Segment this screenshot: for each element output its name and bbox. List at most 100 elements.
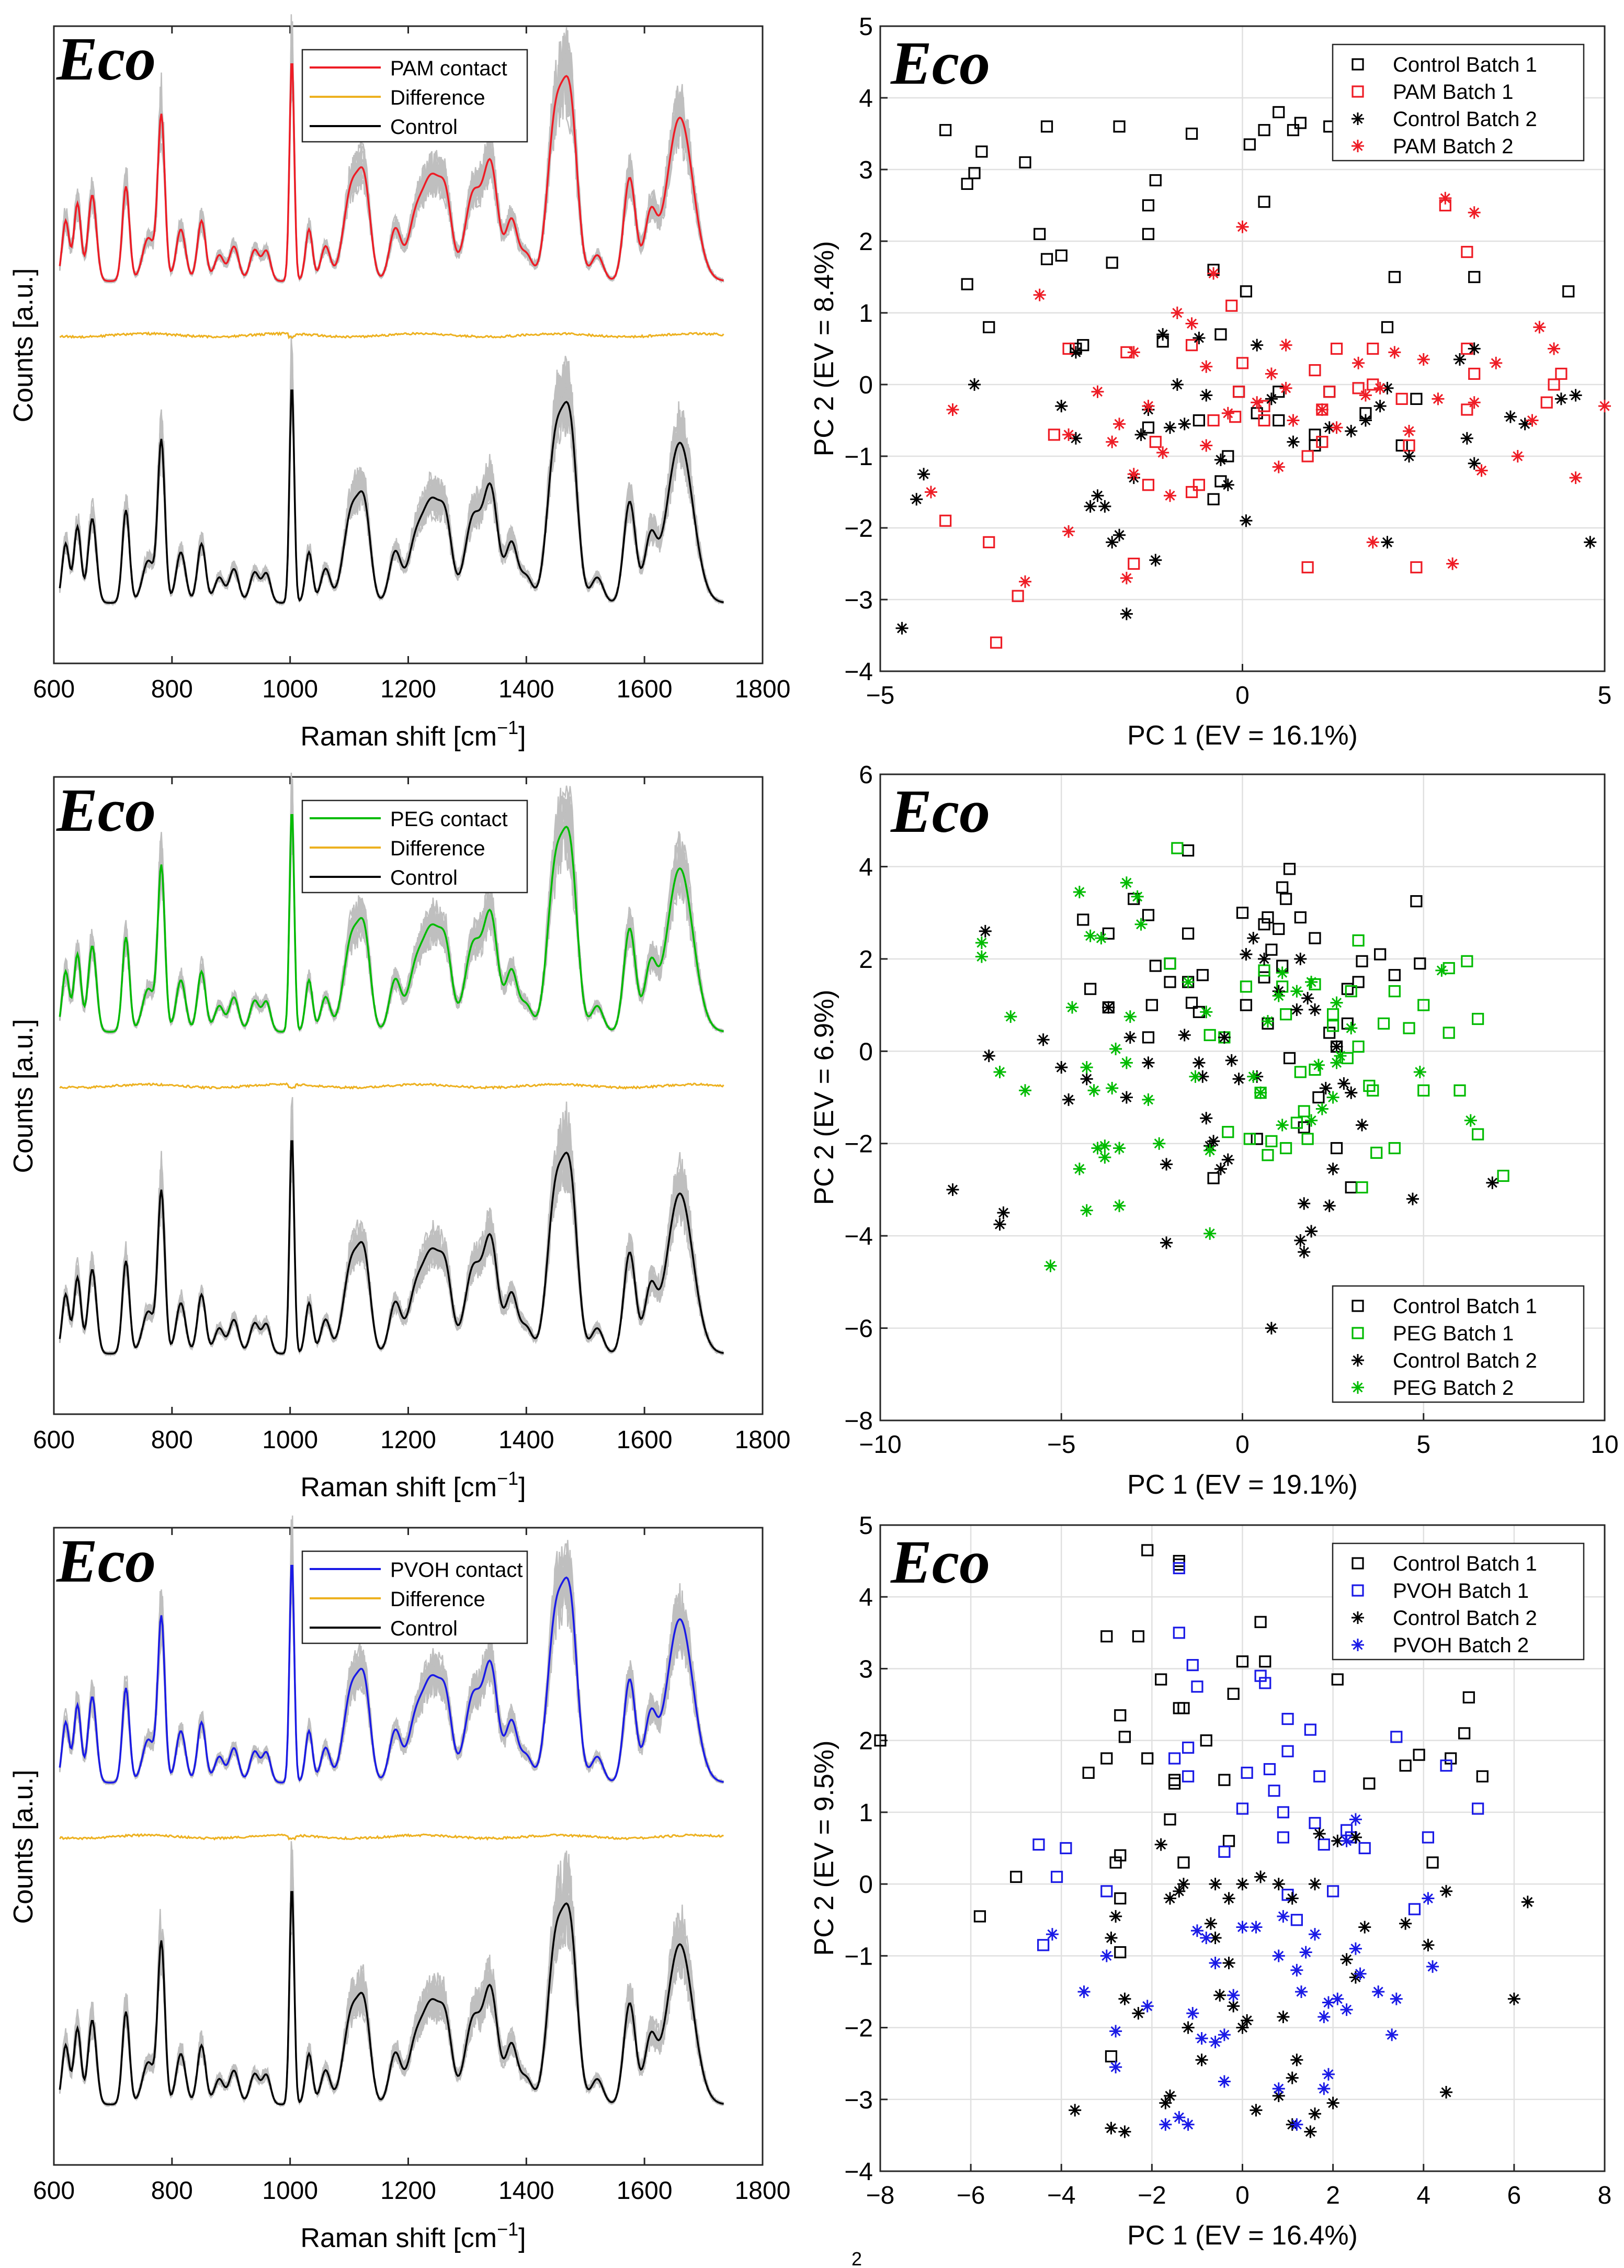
- x-tick-label: 0: [1235, 2182, 1250, 2209]
- data-point-square: [1262, 1149, 1274, 1161]
- data-point-square: [1374, 948, 1387, 961]
- x-tick-label: 5: [1598, 682, 1612, 709]
- data-point-square: [1168, 1752, 1181, 1765]
- data-point-square: [1327, 1885, 1339, 1898]
- data-point-asterisk: [1326, 1091, 1339, 1104]
- data-point-asterisk: [1352, 1611, 1364, 1624]
- data-point-asterisk: [1349, 1813, 1362, 1826]
- y-tick-label: 2: [859, 1728, 873, 1755]
- data-point-asterisk: [1406, 1192, 1419, 1205]
- data-point-square: [1113, 120, 1126, 133]
- data-point-square: [1352, 1040, 1365, 1053]
- data-point-asterisk: [1236, 1878, 1249, 1891]
- data-point-square: [1207, 1172, 1220, 1184]
- data-point-asterisk: [1164, 421, 1176, 434]
- data-point-square: [1277, 1806, 1290, 1819]
- data-point-asterisk: [1272, 1949, 1285, 1962]
- data-point-square: [939, 514, 952, 527]
- data-point-square: [1236, 907, 1249, 919]
- data-point-asterisk: [1352, 1354, 1364, 1367]
- data-point-asterisk: [1073, 885, 1086, 898]
- data-point-square: [1290, 1116, 1303, 1129]
- data-point-square: [1461, 955, 1473, 967]
- y-axis-label: PC 2 (EV = 9.5%): [809, 1741, 839, 1956]
- data-point-asterisk: [1526, 414, 1539, 427]
- data-point-asterisk: [1142, 1056, 1155, 1069]
- data-point-asterisk: [1290, 2118, 1303, 2131]
- data-point-asterisk: [1330, 996, 1343, 1009]
- data-point-asterisk: [1066, 1001, 1079, 1014]
- data-point-square: [939, 124, 952, 137]
- data-point-square: [1356, 1181, 1368, 1194]
- data-point-asterisk: [1221, 1153, 1234, 1166]
- data-point-asterisk: [1236, 1921, 1249, 1934]
- data-point-asterisk: [1309, 1878, 1321, 1891]
- data-point-square: [1243, 138, 1256, 151]
- data-point-asterisk: [1381, 536, 1394, 549]
- legend-label: Control Batch 1: [1393, 1295, 1537, 1318]
- data-point-asterisk: [1189, 1070, 1202, 1083]
- legend-label: PVOH contact: [390, 1559, 523, 1582]
- data-point-asterisk: [1318, 2010, 1331, 2023]
- legend-marker-square: [1352, 1300, 1364, 1312]
- data-point-asterisk: [1019, 1084, 1031, 1097]
- data-point-square: [1168, 1777, 1181, 1790]
- data-point-asterisk: [1440, 1885, 1453, 1898]
- x-tick-label: 800: [151, 675, 193, 703]
- legend-label: Control Batch 2: [1393, 1607, 1537, 1630]
- data-point-asterisk: [1182, 975, 1195, 988]
- x-axis-label: Raman shift [cm−1]: [300, 2218, 526, 2253]
- data-point-asterisk: [1182, 2021, 1195, 2034]
- data-point-asterisk: [1195, 2053, 1208, 2067]
- data-point-asterisk: [1413, 1065, 1426, 1078]
- data-point-asterisk: [1113, 1199, 1126, 1212]
- difference-trace: [59, 331, 724, 340]
- data-point-square: [1287, 124, 1300, 137]
- data-point-asterisk: [1207, 267, 1220, 280]
- data-point-asterisk: [1160, 1158, 1173, 1171]
- data-point-asterisk: [1062, 428, 1075, 441]
- data-point-square: [1142, 199, 1155, 212]
- data-point-asterisk: [1203, 1144, 1217, 1157]
- data-point-square: [1281, 1745, 1294, 1757]
- data-point-asterisk: [1102, 1001, 1115, 1014]
- data-point-asterisk: [1200, 1112, 1213, 1125]
- data-point-asterisk: [1337, 1077, 1350, 1090]
- data-point-square: [1236, 357, 1249, 369]
- legend-label: Control Batch 2: [1393, 1349, 1537, 1372]
- data-point-asterisk: [1213, 1989, 1226, 2002]
- x-tick-label: 1000: [262, 1426, 318, 1454]
- data-point-asterisk: [1468, 396, 1481, 409]
- legend-label: PEG Batch 2: [1393, 1376, 1514, 1400]
- data-point-asterisk: [917, 468, 930, 481]
- data-point-asterisk: [1178, 418, 1191, 431]
- data-point-asterisk: [1227, 2000, 1240, 2013]
- data-point-asterisk: [1062, 1093, 1075, 1106]
- data-point-asterisk: [1100, 1949, 1113, 1962]
- data-point-square: [1497, 1169, 1509, 1182]
- watermark-eco: Eco: [890, 1528, 990, 1596]
- x-tick-label: 600: [33, 1426, 75, 1454]
- data-point-asterisk: [1077, 1985, 1091, 1998]
- legend: PEG contact Difference Control: [301, 799, 528, 894]
- data-point-square: [1330, 1142, 1343, 1155]
- y-tick-label: 0: [859, 1871, 873, 1899]
- data-point-square: [1309, 932, 1321, 944]
- data-point-square: [961, 177, 973, 190]
- data-point-asterisk: [1044, 1259, 1057, 1272]
- data-point-square: [1185, 486, 1198, 499]
- data-point-square: [1032, 1838, 1045, 1851]
- legend-label: PEG contact: [390, 808, 508, 831]
- legend-box: [1332, 43, 1585, 162]
- data-point-asterisk: [1091, 1142, 1104, 1155]
- data-point-asterisk: [1073, 1163, 1086, 1176]
- data-point-square: [1312, 1091, 1325, 1104]
- y-tick-label: 5: [859, 13, 873, 41]
- y-tick-label: 4: [859, 85, 873, 112]
- data-point-square: [1164, 1813, 1176, 1826]
- data-point-square: [1453, 1084, 1466, 1097]
- mean-trace-contact: [59, 1565, 724, 1784]
- data-point-asterisk: [1186, 2007, 1199, 2020]
- data-point-asterisk: [1315, 1102, 1328, 1115]
